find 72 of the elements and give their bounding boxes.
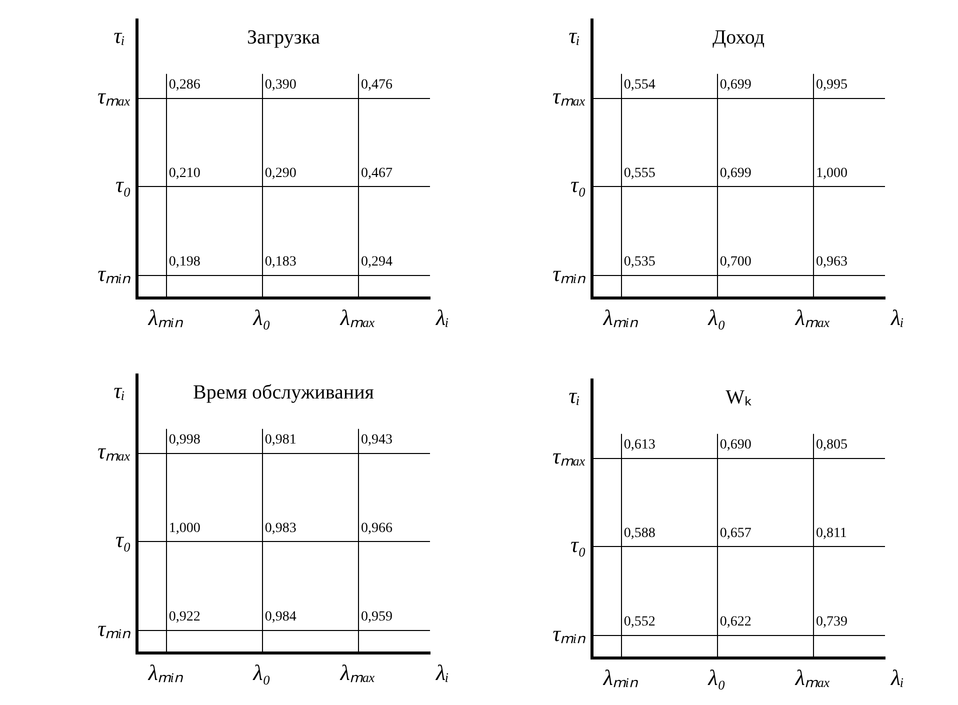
x-tick-label: λₘₐₓ <box>339 304 376 330</box>
data-label: 0,699 <box>720 166 752 182</box>
data-label: 0,555 <box>624 166 656 182</box>
data-label: 0,943 <box>360 432 392 448</box>
data-label: 0,552 <box>624 614 656 630</box>
y-tick-label: τₘᵢₙ <box>552 620 586 646</box>
data-label: 0,959 <box>360 610 392 625</box>
data-label: 0,690 <box>720 438 752 453</box>
data-label: 1,000 <box>816 166 848 182</box>
y-axis-title: τᵢ <box>114 22 125 48</box>
data-label: 0,922 <box>168 610 200 625</box>
data-label: 0,699 <box>720 78 752 93</box>
y-axis-title: τᵢ <box>114 378 125 403</box>
data-label: 0,390 <box>264 78 296 93</box>
data-label: 1,000 <box>168 521 200 536</box>
x-axis-title: λᵢ <box>435 304 450 330</box>
y-tick-label: τₘᵢₙ <box>98 616 131 641</box>
x-tick-label: λₘᵢₙ <box>147 304 184 330</box>
data-label: 0,290 <box>264 166 296 182</box>
data-label: 0,210 <box>168 166 200 182</box>
data-label: 0,588 <box>624 526 656 542</box>
data-label: 0,966 <box>360 521 392 536</box>
chart-title: Время обслуживания <box>192 381 374 404</box>
data-label: 0,198 <box>168 254 200 270</box>
y-axis-title: τᵢ <box>568 382 580 408</box>
chart-title: Доход <box>712 26 764 48</box>
y-tick-label: τ₀ <box>570 172 586 198</box>
x-tick-label: λ₀ <box>707 304 726 330</box>
y-tick-label: τ₀ <box>115 527 131 552</box>
data-label: 0,183 <box>264 254 296 270</box>
data-label: 0,700 <box>720 254 752 270</box>
x-tick-label: λₘᵢₙ <box>147 660 184 685</box>
data-label: 0,476 <box>360 78 392 93</box>
x-axis-title: λᵢ <box>435 660 450 685</box>
x-tick-label: λₘᵢₙ <box>602 664 638 690</box>
data-label: 0,467 <box>360 166 392 182</box>
data-label: 0,535 <box>624 254 656 270</box>
data-label: 0,984 <box>264 610 296 625</box>
data-label: 0,657 <box>720 526 752 542</box>
data-label: 0,554 <box>624 78 656 93</box>
data-label: 0,995 <box>816 78 848 93</box>
y-tick-label: τₘₐₓ <box>552 444 586 469</box>
data-label: 0,998 <box>168 432 200 448</box>
x-axis-title: λᵢ <box>890 664 904 690</box>
y-tick-label: τₘₐₓ <box>97 438 131 464</box>
chart-title: Wₖ <box>726 386 752 408</box>
data-label: 0,613 <box>624 438 656 453</box>
data-label: 0,811 <box>816 526 847 542</box>
y-tick-label: τₘₐₓ <box>552 84 586 109</box>
data-label: 0,622 <box>720 614 752 630</box>
y-tick-label: τₘᵢₙ <box>552 260 586 286</box>
y-tick-label: τ₀ <box>115 172 131 198</box>
data-label: 0,981 <box>264 432 296 448</box>
x-axis-title: λᵢ <box>890 304 904 330</box>
x-tick-label: λₘₐₓ <box>339 660 376 685</box>
data-label: 0,983 <box>264 521 296 536</box>
data-label: 0,739 <box>816 614 848 630</box>
y-tick-label: τₘₐₓ <box>97 84 131 109</box>
x-tick-label: λₘₐₓ <box>794 304 831 330</box>
chart-title: Загрузка <box>246 26 320 48</box>
data-label: 0,294 <box>360 254 392 270</box>
x-tick-label: λₘₐₓ <box>794 664 831 690</box>
data-label: 0,805 <box>816 438 848 453</box>
data-label: 0,286 <box>168 78 200 93</box>
x-tick-label: λ₀ <box>707 664 726 690</box>
x-tick-label: λ₀ <box>252 304 270 330</box>
x-tick-label: λₘᵢₙ <box>602 304 638 330</box>
x-tick-label: λ₀ <box>252 660 270 685</box>
data-label: 0,963 <box>816 254 848 270</box>
y-tick-label: τₘᵢₙ <box>98 260 131 286</box>
y-axis-title: τᵢ <box>568 22 580 48</box>
y-tick-label: τ₀ <box>570 532 586 558</box>
